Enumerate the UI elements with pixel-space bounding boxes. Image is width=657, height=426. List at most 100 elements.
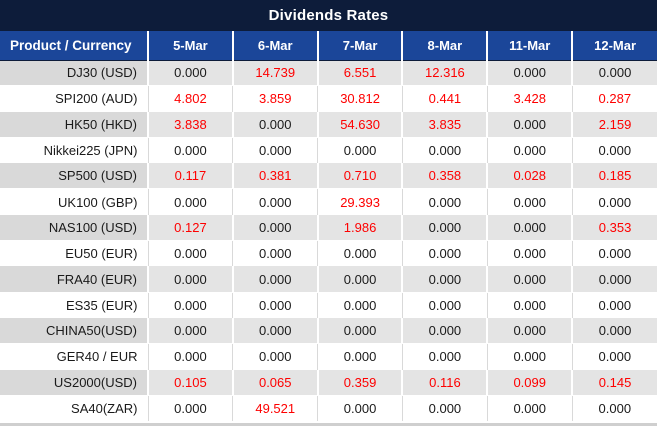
value-cell: 0.000: [317, 137, 403, 164]
value-cell: 0.000: [571, 60, 657, 87]
table-row: US2000(USD) 0.105 0.065 0.359 0.116 0.099 0.14…: [0, 369, 657, 396]
product-cell: DJ30 (USD): [0, 60, 148, 87]
value-cell: 0.000: [147, 60, 233, 87]
value-cell: 0.000: [401, 240, 488, 267]
value-cell: 30.812: [317, 85, 403, 112]
value-cell: 0.000: [571, 137, 657, 164]
value-cell: 0.000: [147, 292, 233, 318]
value-cell: 0.000: [401, 188, 488, 215]
product-cell: SP500 (USD): [0, 163, 148, 190]
table-row: SP500 (USD) 0.117 0.381 0.710 0.358 0.028 0.18…: [0, 163, 657, 190]
value-cell: 0.000: [401, 395, 488, 422]
value-cell: 0.287: [571, 85, 657, 112]
value-cell: 0.000: [486, 240, 573, 267]
value-cell: 0.000: [317, 343, 403, 370]
value-cell: 0.000: [486, 343, 573, 370]
value-cell: 3.835: [401, 111, 488, 138]
date-header: 11-Mar: [486, 31, 573, 61]
value-cell: 0.000: [147, 343, 233, 370]
table-row: SA40(ZAR) 0.000 49.521 0.000 0.000 0.000 0.000: [0, 395, 657, 422]
value-cell: 0.353: [571, 214, 657, 242]
value-cell: 0.000: [486, 188, 573, 215]
value-cell: 6.551: [316, 60, 403, 87]
value-cell: 0.000: [571, 188, 657, 215]
value-cell: 0.710: [316, 163, 403, 190]
value-cell: 4.802: [147, 85, 233, 112]
value-cell: 0.000: [147, 395, 233, 422]
product-cell: CHINA50(USD): [0, 317, 148, 345]
value-cell: 0.000: [571, 266, 657, 293]
product-cell: SA40(ZAR): [0, 395, 148, 422]
table-row: ES35 (EUR) 0.000 0.000 0.000 0.000 0.000 0.000: [0, 292, 657, 318]
date-header: 8-Mar: [401, 31, 488, 61]
value-cell: 0.000: [147, 240, 233, 267]
value-cell: 0.000: [317, 292, 403, 318]
value-cell: 0.000: [231, 111, 318, 138]
value-cell: 0.116: [401, 369, 488, 396]
value-cell: 0.000: [401, 266, 488, 293]
value-cell: 1.986: [316, 214, 403, 242]
value-cell: 54.630: [316, 111, 403, 138]
value-cell: 0.000: [486, 137, 573, 164]
value-cell: 0.000: [231, 214, 318, 242]
value-cell: 0.000: [486, 60, 573, 87]
value-cell: 0.381: [231, 163, 318, 190]
date-header: 6-Mar: [231, 31, 318, 61]
value-cell: 0.000: [486, 266, 573, 293]
table-row: DJ30 (USD) 0.000 14.739 6.551 12.316 0.000 0.0…: [0, 60, 657, 87]
value-cell: 0.359: [316, 369, 403, 396]
product-cell: EU50 (EUR): [0, 240, 148, 267]
value-cell: 29.393: [317, 188, 403, 215]
product-cell: Nikkei225 (JPN): [0, 137, 148, 164]
value-cell: 0.065: [231, 369, 318, 396]
value-cell: 0.000: [401, 137, 488, 164]
date-header: 5-Mar: [147, 31, 233, 61]
table-row: FRA40 (EUR) 0.000 0.000 0.000 0.000 0.000 0.00…: [0, 266, 657, 293]
date-header: 12-Mar: [571, 31, 657, 61]
value-cell: 0.000: [147, 188, 233, 215]
value-cell: 12.316: [401, 60, 488, 87]
value-cell: 0.000: [401, 343, 488, 370]
value-cell: 0.000: [316, 266, 403, 293]
product-cell: SPI200 (AUD): [0, 85, 148, 112]
value-cell: 0.000: [232, 343, 318, 370]
value-cell: 0.000: [232, 137, 318, 164]
value-cell: 0.000: [486, 111, 573, 138]
value-cell: 0.000: [571, 317, 657, 345]
value-cell: 0.000: [317, 395, 403, 422]
value-cell: 0.145: [571, 369, 657, 396]
value-cell: 0.000: [231, 317, 318, 345]
table-row: CHINA50(USD) 0.000 0.000 0.000 0.000 0.000 0.0…: [0, 317, 657, 345]
value-cell: 0.000: [401, 317, 488, 345]
value-cell: 0.000: [486, 292, 573, 318]
table-row: Nikkei225 (JPN) 0.000 0.000 0.000 0.000 0.000…: [0, 137, 657, 164]
value-cell: 0.000: [147, 266, 233, 293]
value-cell: 14.739: [231, 60, 318, 87]
table-row: HK50 (HKD) 3.838 0.000 54.630 3.835 0.000 2.15…: [0, 111, 657, 138]
value-cell: 0.028: [486, 163, 573, 190]
value-cell: 0.117: [147, 163, 233, 190]
partial-next-row-strip: [0, 421, 657, 426]
table-row: SPI200 (AUD) 4.802 3.859 30.812 0.441 3.428 0.…: [0, 85, 657, 112]
value-cell: 0.000: [147, 137, 233, 164]
value-cell: 0.000: [571, 292, 657, 318]
product-cell: NAS100 (USD): [0, 214, 148, 242]
table-row: GER40 / EUR 0.000 0.000 0.000 0.000 0.000 0.00…: [0, 343, 657, 370]
table-row: NAS100 (USD) 0.127 0.000 1.986 0.000 0.000 0.3…: [0, 214, 657, 242]
value-cell: 0.358: [401, 163, 488, 190]
value-cell: 0.000: [401, 292, 488, 318]
value-cell: 0.000: [401, 214, 488, 242]
product-cell: GER40 / EUR: [0, 343, 148, 370]
value-cell: 0.000: [486, 395, 573, 422]
value-cell: 0.000: [486, 317, 573, 345]
product-cell: FRA40 (EUR): [0, 266, 148, 293]
value-cell: 0.127: [147, 214, 233, 242]
value-cell: 0.000: [317, 240, 403, 267]
value-cell: 3.428: [486, 85, 573, 112]
value-cell: 0.000: [232, 188, 318, 215]
value-cell: 0.105: [147, 369, 233, 396]
value-cell: 49.521: [232, 395, 318, 422]
product-cell: US2000(USD): [0, 369, 148, 396]
value-cell: 0.185: [571, 163, 657, 190]
